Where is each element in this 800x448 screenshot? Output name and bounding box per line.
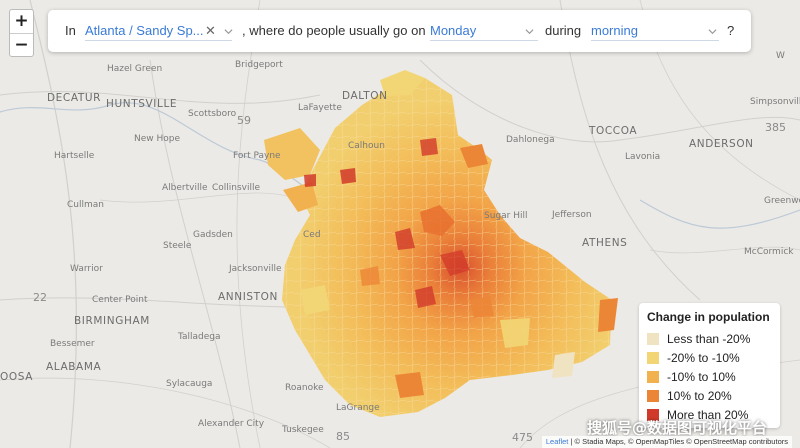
label-route-59: 59 (237, 114, 251, 127)
label-lagrange: LaGrange (336, 403, 380, 413)
label-route-385: 385 (765, 121, 786, 134)
label-gadsden: Gadsden (193, 230, 233, 240)
zoom-control: + − (9, 9, 34, 57)
legend-label: Less than -20% (667, 331, 751, 346)
legend-label: -10% to 10% (667, 369, 736, 384)
label-steele: Steele (163, 241, 192, 251)
label-jacksonville: Jacksonville (228, 264, 282, 274)
legend-swatch (647, 351, 659, 364)
chevron-down-icon[interactable] (708, 27, 717, 36)
zoom-in-button[interactable]: + (14, 11, 29, 31)
region-select[interactable]: Atlanta / Sandy Sp... (85, 21, 232, 41)
label-hazel-green: Hazel Green (107, 64, 162, 74)
label-birmingham: BIRMINGHAM (74, 315, 150, 327)
legend-title: Change in population (647, 310, 770, 324)
map-attribution: Leaflet | © Stadia Maps, © OpenMapTiles … (541, 436, 792, 448)
label-new-hope: New Hope (134, 134, 180, 144)
label-lafayette: LaFayette (298, 103, 342, 113)
label-warrior: Warrior (70, 264, 103, 274)
label-lavonia: Lavonia (625, 152, 660, 162)
label-mccormick: McCormick (744, 247, 794, 257)
label-cullman: Cullman (67, 200, 104, 210)
label-alexander-city: Alexander City (198, 419, 265, 429)
leaflet-link[interactable]: Leaflet (545, 437, 569, 446)
label-talladega: Talladega (177, 332, 221, 342)
query-between-text: during (545, 23, 582, 38)
label-route-22: 22 (33, 291, 47, 304)
zoom-out-button[interactable]: − (10, 33, 33, 56)
legend-label: More than 20% (667, 407, 749, 422)
label-sugar-hill: Sugar Hill (484, 211, 527, 221)
legend-item: Less than -20% (647, 329, 772, 348)
legend-swatch (647, 332, 659, 345)
label-anderson: ANDERSON (689, 138, 754, 150)
watermark: 搜狐号@数据图可视化平台 (587, 419, 768, 437)
label-simpsonville: Simpsonville (750, 97, 800, 107)
label-tuskegee: Tuskegee (281, 425, 324, 435)
label-greenwood: Greenwood (764, 196, 800, 206)
label-sylacauga: Sylacauga (166, 379, 212, 389)
label-hartselle: Hartselle (54, 151, 95, 161)
clear-icon[interactable]: ✕ (205, 23, 216, 38)
chevron-down-icon[interactable] (525, 27, 534, 36)
label-cedartown: Ced (303, 230, 321, 240)
legend-swatch (647, 408, 659, 421)
label-collinsville: Collinsville (212, 183, 261, 193)
label-osa: OOSA (0, 371, 33, 383)
legend-swatch (647, 370, 659, 383)
day-select[interactable]: Monday (430, 21, 538, 41)
label-jefferson: Jefferson (551, 210, 592, 220)
query-middle-text: , where do people usually go on (242, 23, 426, 38)
label-route-85: 85 (336, 430, 350, 443)
legend-item: -10% to 10% (647, 367, 772, 386)
label-w: W (776, 51, 785, 61)
label-decatur: DECATUR (47, 92, 101, 104)
query-prefix: In (65, 23, 76, 38)
label-center-point: Center Point (92, 295, 148, 305)
place-labels: Hazel Green Bridgeport HUNTSVILLE DALTON… (0, 51, 800, 444)
legend-item: More than 20% (647, 405, 772, 424)
label-dahlonega: Dahlonega (506, 135, 555, 145)
label-huntsville: HUNTSVILLE (106, 98, 177, 110)
attribution-text: | © Stadia Maps, © OpenMapTiles © OpenSt… (568, 437, 788, 446)
map-legend: Change in population Less than -20% -20%… (639, 303, 780, 428)
label-bridgeport: Bridgeport (235, 60, 283, 70)
label-dalton: DALTON (342, 90, 388, 102)
legend-item: 10% to 20% (647, 386, 772, 405)
label-fort-payne: Fort Payne (233, 151, 281, 161)
legend-item: -20% to -10% (647, 348, 772, 367)
chevron-down-icon[interactable] (224, 27, 233, 36)
label-calhoun: Calhoun (348, 141, 385, 151)
label-albertville: Albertville (162, 183, 208, 193)
legend-label: -20% to -10% (667, 350, 740, 365)
query-bar: In Atlanta / Sandy Sp... ✕ , where do pe… (48, 10, 751, 52)
time-select[interactable]: morning (591, 21, 719, 41)
label-bessemer: Bessemer (50, 339, 95, 349)
label-toccoa: TOCCOA (588, 125, 637, 137)
label-route-475: 475 (512, 431, 533, 444)
legend-swatch (647, 389, 659, 402)
query-suffix: ? (727, 23, 735, 38)
legend-label: 10% to 20% (667, 388, 732, 403)
label-alabama: ALABAMA (46, 361, 102, 373)
label-roanoke: Roanoke (285, 383, 324, 393)
label-anniston: ANNISTON (218, 291, 278, 303)
choropleth-region[interactable] (264, 70, 618, 417)
label-athens: ATHENS (582, 237, 627, 249)
label-scottsboro: Scottsboro (188, 109, 237, 119)
